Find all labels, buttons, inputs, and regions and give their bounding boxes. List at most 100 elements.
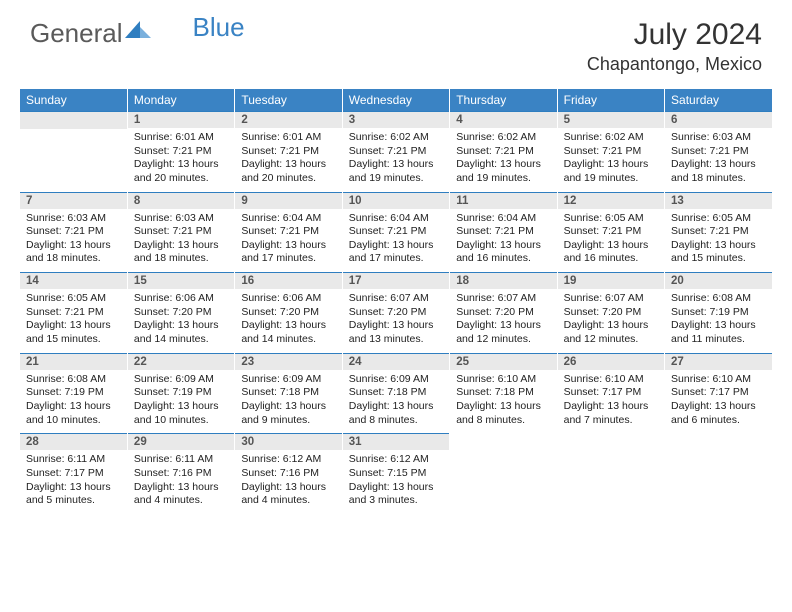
daylight-text-1: Daylight: 13 hours — [26, 481, 121, 495]
daylight-text-2: and 6 minutes. — [671, 414, 766, 428]
sunrise-text: Sunrise: 6:05 AM — [26, 292, 121, 306]
sunset-text: Sunset: 7:21 PM — [564, 225, 658, 239]
daylight-text-2: and 8 minutes. — [349, 414, 443, 428]
calendar-cell: 27Sunrise: 6:10 AMSunset: 7:17 PMDayligh… — [665, 353, 772, 434]
day-content: Sunrise: 6:04 AMSunset: 7:21 PMDaylight:… — [450, 209, 556, 273]
calendar-cell: 22Sunrise: 6:09 AMSunset: 7:19 PMDayligh… — [127, 353, 234, 434]
daylight-text-1: Daylight: 13 hours — [241, 481, 335, 495]
day-number: 17 — [343, 272, 449, 289]
daylight-text-1: Daylight: 13 hours — [456, 158, 550, 172]
daylight-text-2: and 13 minutes. — [349, 333, 443, 347]
sunset-text: Sunset: 7:21 PM — [241, 145, 335, 159]
daylight-text-2: and 16 minutes. — [456, 252, 550, 266]
daylight-text-1: Daylight: 13 hours — [671, 319, 766, 333]
day-number: 25 — [450, 353, 556, 370]
title-block: July 2024 Chapantongo, Mexico — [587, 18, 762, 75]
sunset-text: Sunset: 7:21 PM — [26, 306, 121, 320]
day-number: 20 — [665, 272, 772, 289]
daylight-text-1: Daylight: 13 hours — [456, 239, 550, 253]
daylight-text-2: and 12 minutes. — [456, 333, 550, 347]
day-content: Sunrise: 6:09 AMSunset: 7:18 PMDaylight:… — [343, 370, 449, 434]
weekday-header: Tuesday — [235, 89, 342, 111]
day-number: 31 — [343, 433, 449, 450]
daylight-text-1: Daylight: 13 hours — [349, 158, 443, 172]
daylight-text-2: and 17 minutes. — [349, 252, 443, 266]
sunset-text: Sunset: 7:20 PM — [241, 306, 335, 320]
daylight-text-1: Daylight: 13 hours — [564, 400, 658, 414]
calendar-week-row: 14 Sunrise: 6:05 AMSunset: 7:21 PM Dayligh… — [20, 272, 772, 353]
calendar-cell: 7Sunrise: 6:03 AMSunset: 7:21 PMDaylight… — [20, 192, 127, 273]
calendar-week-row: 21Sunrise: 6:08 AMSunset: 7:19 PMDayligh… — [20, 353, 772, 434]
daylight-text-2: and 15 minutes. — [671, 252, 766, 266]
sunrise-text: Sunrise: 6:12 AM — [349, 453, 443, 467]
calendar-cell: 3Sunrise: 6:02 AMSunset: 7:21 PMDaylight… — [342, 111, 449, 192]
sunset-text: Sunset: 7:16 PM — [134, 467, 228, 481]
calendar-cell: 2Sunrise: 6:01 AMSunset: 7:21 PMDaylight… — [235, 111, 342, 192]
sunrise-text: Sunrise: 6:05 AM — [564, 212, 658, 226]
day-number: 5 — [558, 111, 664, 128]
day-content: Sunrise: 6:10 AMSunset: 7:17 PMDaylight:… — [665, 370, 772, 434]
day-number: 26 — [558, 353, 664, 370]
day-number: 29 — [128, 433, 234, 450]
calendar-cell: 29 Sunrise: 6:11 AMSunset: 7:16 PMDayligh… — [127, 433, 234, 514]
daylight-text-2: and 18 minutes. — [134, 252, 228, 266]
calendar-cell: 15Sunrise: 6:06 AMSunset: 7:20 PMDayligh… — [127, 272, 234, 353]
sunset-text: Sunset: 7:21 PM — [26, 225, 121, 239]
day-number: 16 — [235, 272, 341, 289]
day-number: 6 — [665, 111, 772, 128]
calendar-cell: 11Sunrise: 6:04 AMSunset: 7:21 PMDayligh… — [450, 192, 557, 273]
day-number: 23 — [235, 353, 341, 370]
calendar-cell: 25Sunrise: 6:10 AMSunset: 7:18 PMDayligh… — [450, 353, 557, 434]
sunrise-text: Sunrise: 6:08 AM — [26, 373, 121, 387]
day-number: 28 — [20, 433, 127, 450]
daylight-text-2: and 8 minutes. — [456, 414, 550, 428]
calendar-cell: 14Sunrise: 6:05 AMSunset: 7:21 PMDayligh… — [20, 272, 127, 353]
daylight-text-1: Daylight: 13 hours — [564, 158, 658, 172]
sunrise-text: Sunrise: 6:06 AM — [134, 292, 228, 306]
empty-content — [20, 129, 127, 189]
brand-general: General — [30, 18, 123, 49]
day-content: Sunrise: 6:03 AMSunset: 7:21 PMDaylight:… — [20, 209, 127, 273]
calendar-cell: 21Sunrise: 6:08 AMSunset: 7:19 PMDayligh… — [20, 353, 127, 434]
day-number: 18 — [450, 272, 556, 289]
daylight-text-2: and 18 minutes. — [671, 172, 766, 186]
sunrise-text: Sunrise: 6:07 AM — [456, 292, 550, 306]
day-content: Sunrise: 6:02 AMSunset: 7:21 PMDaylight:… — [450, 128, 556, 192]
brand-logo: General Blue — [30, 18, 245, 49]
day-content: Sunrise: 6:09 AMSunset: 7:18 PMDaylight:… — [235, 370, 341, 434]
sunset-text: Sunset: 7:17 PM — [671, 386, 766, 400]
day-content: Sunrise: 6:04 AMSunset: 7:21 PMDaylight:… — [235, 209, 341, 273]
sunset-text: Sunset: 7:16 PM — [241, 467, 335, 481]
daylight-text-1: Daylight: 13 hours — [134, 481, 228, 495]
triangle-icon — [125, 21, 151, 46]
sunset-text: Sunset: 7:21 PM — [564, 145, 658, 159]
daylight-text-1: Daylight: 13 hours — [456, 400, 550, 414]
calendar-cell: 17Sunrise: 6:07 AMSunset: 7:20 PMDayligh… — [342, 272, 449, 353]
sunrise-text: Sunrise: 6:10 AM — [564, 373, 658, 387]
sunset-text: Sunset: 7:18 PM — [241, 386, 335, 400]
day-content: Sunrise: 6:08 AMSunset: 7:19 PMDaylight:… — [20, 370, 127, 434]
sunset-text: Sunset: 7:20 PM — [134, 306, 228, 320]
day-number: 15 — [128, 272, 234, 289]
sunrise-text: Sunrise: 6:03 AM — [134, 212, 228, 226]
day-content: Sunrise: 6:01 AMSunset: 7:21 PMDaylight:… — [128, 128, 234, 192]
calendar-cell: 10Sunrise: 6:04 AMSunset: 7:21 PMDayligh… — [342, 192, 449, 273]
daylight-text-2: and 19 minutes. — [564, 172, 658, 186]
day-number: 14 — [20, 272, 127, 289]
sunset-text: Sunset: 7:21 PM — [349, 225, 443, 239]
day-number: 1 — [128, 111, 234, 128]
sunset-text: Sunset: 7:21 PM — [456, 225, 550, 239]
calendar-cell: 26Sunrise: 6:10 AMSunset: 7:17 PMDayligh… — [557, 353, 664, 434]
daylight-text-1: Daylight: 13 hours — [671, 239, 766, 253]
day-content: Sunrise: 6:10 AMSunset: 7:18 PMDaylight:… — [450, 370, 556, 434]
sunrise-text: Sunrise: 6:04 AM — [349, 212, 443, 226]
sunrise-text: Sunrise: 6:11 AM — [134, 453, 228, 467]
sunset-text: Sunset: 7:20 PM — [456, 306, 550, 320]
daylight-text-2: and 7 minutes. — [564, 414, 658, 428]
day-content: Sunrise: 6:03 AMSunset: 7:21 PMDaylight:… — [665, 128, 772, 192]
weekday-header: Sunday — [20, 89, 127, 111]
calendar-cell: 30Sunrise: 6:12 AMSunset: 7:16 PMDayligh… — [235, 433, 342, 514]
day-content: Sunrise: 6:08 AMSunset: 7:19 PMDaylight:… — [665, 289, 772, 353]
sunrise-text: Sunrise: 6:07 AM — [349, 292, 443, 306]
sunrise-text: Sunrise: 6:10 AM — [671, 373, 766, 387]
